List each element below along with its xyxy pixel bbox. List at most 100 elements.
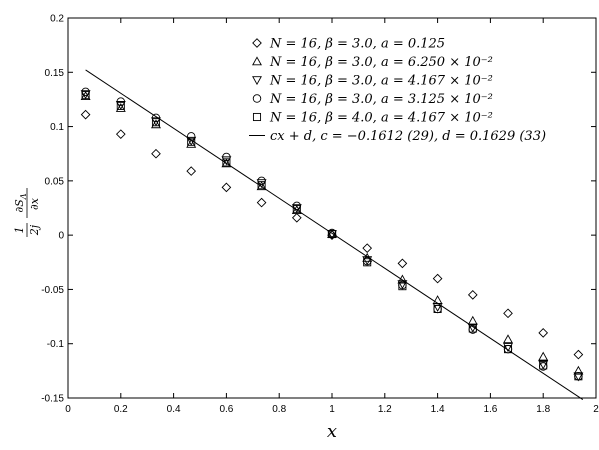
data-point-series-4 [222, 152, 231, 162]
data-point-series-3 [397, 280, 408, 290]
legend-entry-3: N = 16, β = 3.0, a = 4.167 × 10⁻² [269, 74, 493, 89]
data-point-series-1 [467, 290, 478, 300]
legend-entry-4: N = 16, β = 3.0, a = 3.125 × 10⁻² [269, 92, 493, 107]
data-point-series-5 [363, 258, 372, 267]
y-tick-label: 0.05 [45, 176, 65, 187]
data-point-series-4 [186, 132, 196, 141]
y-tick-label: 0.1 [50, 122, 64, 133]
data-point-series-2 [538, 351, 549, 361]
legend-entry-1: N = 16, β = 3.0, a = 0.125 [269, 37, 445, 52]
y-tick-label: -0.05 [41, 285, 64, 296]
legend-entry-2: N = 16, β = 3.0, a = 6.250 × 10⁻² [269, 55, 493, 70]
data-point-series-3 [362, 256, 373, 266]
y-tick-label: 0 [58, 231, 64, 242]
y-axis-label: 1 2j ∂SΛ ∂x [13, 188, 41, 237]
data-point-series-1 [432, 273, 443, 284]
data-point-series-5 [257, 181, 266, 190]
data-point-series-1 [538, 328, 549, 338]
x-tick-label: 0.6 [219, 404, 233, 415]
axis-ticks: 0 0.2 0.4 0.6 0.8 1 1.2 1.4 1.6 1.8 2 -0.15 -0.1 -0.0… [41, 14, 599, 416]
data-point-series-2 [115, 102, 126, 112]
x-tick-label: 0.2 [114, 404, 128, 415]
legend-marker-4 [252, 94, 262, 103]
data-point-series-5 [398, 282, 407, 291]
data-point-series-4 [151, 113, 161, 123]
data-point-series-3 [291, 204, 302, 214]
data-point-series-3 [503, 343, 513, 353]
x-tick-label: 1.6 [483, 404, 497, 415]
legend-marker-3 [252, 76, 262, 86]
data-point-series-5 [503, 345, 513, 354]
data-point-series-3 [538, 360, 549, 370]
legend-marker-1 [252, 38, 262, 48]
legend-marker-5 [252, 112, 262, 122]
y-tick-label: -0.15 [41, 394, 64, 405]
legend-fit-entry: cx + d, c = −0.1612 (29), d = 0.1629 (33… [270, 129, 546, 144]
data-point-series-1 [151, 148, 161, 159]
x-tick-label: 1 [329, 404, 335, 415]
data-markers [80, 87, 584, 382]
y-tick-label: -0.1 [47, 339, 65, 350]
data-point-series-3 [186, 136, 197, 146]
data-point-series-4 [116, 97, 126, 106]
x-tick-label: 1.2 [378, 404, 392, 415]
x-tick-label: 0 [65, 404, 71, 415]
y-label-num-sub: Λ [19, 193, 28, 200]
data-point-series-2 [432, 295, 443, 305]
x-tick-label: 1.8 [536, 404, 550, 415]
data-point-series-3 [256, 179, 267, 189]
y-label-den: ∂x [28, 197, 41, 210]
data-point-series-5 [327, 230, 337, 239]
data-point-series-1 [221, 182, 232, 193]
legend-entry-5: N = 16, β = 4.0, a = 4.167 × 10⁻² [269, 111, 493, 126]
data-point-series-5 [151, 118, 161, 127]
data-point-series-1 [115, 129, 126, 140]
data-point-series-2 [573, 365, 584, 375]
data-point-series-2 [151, 119, 161, 129]
data-point-series-1 [362, 243, 373, 254]
data-point-series-1 [573, 349, 584, 360]
data-point-series-3 [151, 117, 161, 127]
x-axis-label: x [327, 421, 337, 442]
x-tick-label: 0.8 [272, 404, 286, 415]
x-tick-label: 2 [593, 404, 599, 415]
data-point-series-1 [291, 212, 302, 223]
legend: N = 16, β = 3.0, a = 0.125 N = 16, β = 3.… [249, 37, 546, 144]
data-point-series-1 [256, 197, 267, 208]
data-point-series-5 [468, 324, 477, 333]
y-tick-label: 0.15 [45, 68, 65, 79]
data-point-series-2 [291, 205, 302, 214]
x-tick-label: 0.4 [167, 404, 181, 415]
data-point-series-1 [397, 258, 408, 269]
data-point-series-4 [257, 176, 266, 186]
data-point-series-1 [186, 166, 197, 176]
data-point-series-5 [539, 361, 548, 370]
data-point-series-2 [467, 315, 478, 325]
y-tick-label: 0.2 [50, 14, 64, 25]
data-point-series-5 [574, 372, 583, 381]
data-point-series-3 [432, 302, 443, 312]
y-label-num-main: ∂S [13, 199, 26, 213]
data-point-series-2 [362, 252, 373, 262]
data-point-series-3 [80, 90, 91, 100]
data-point-series-5 [222, 158, 231, 167]
data-point-series-2 [221, 158, 232, 168]
y-label-num: ∂SΛ [13, 193, 28, 212]
data-point-series-3 [467, 323, 478, 333]
data-point-series-5 [116, 101, 125, 110]
legend-marker-2 [252, 56, 262, 66]
y-label-lead-num: 1 [13, 227, 26, 234]
data-point-series-5 [187, 137, 196, 146]
data-point-series-5 [81, 91, 90, 100]
x-tick-label: 1.4 [431, 404, 445, 415]
data-point-series-2 [256, 181, 267, 191]
data-point-series-5 [433, 304, 442, 313]
data-point-series-3 [115, 101, 126, 110]
data-point-series-1 [503, 308, 513, 319]
data-point-series-3 [221, 156, 232, 166]
y-label-lead-den: 2j [28, 224, 41, 236]
data-point-series-5 [292, 205, 301, 214]
data-point-series-1 [80, 109, 91, 120]
data-point-series-2 [186, 138, 197, 148]
